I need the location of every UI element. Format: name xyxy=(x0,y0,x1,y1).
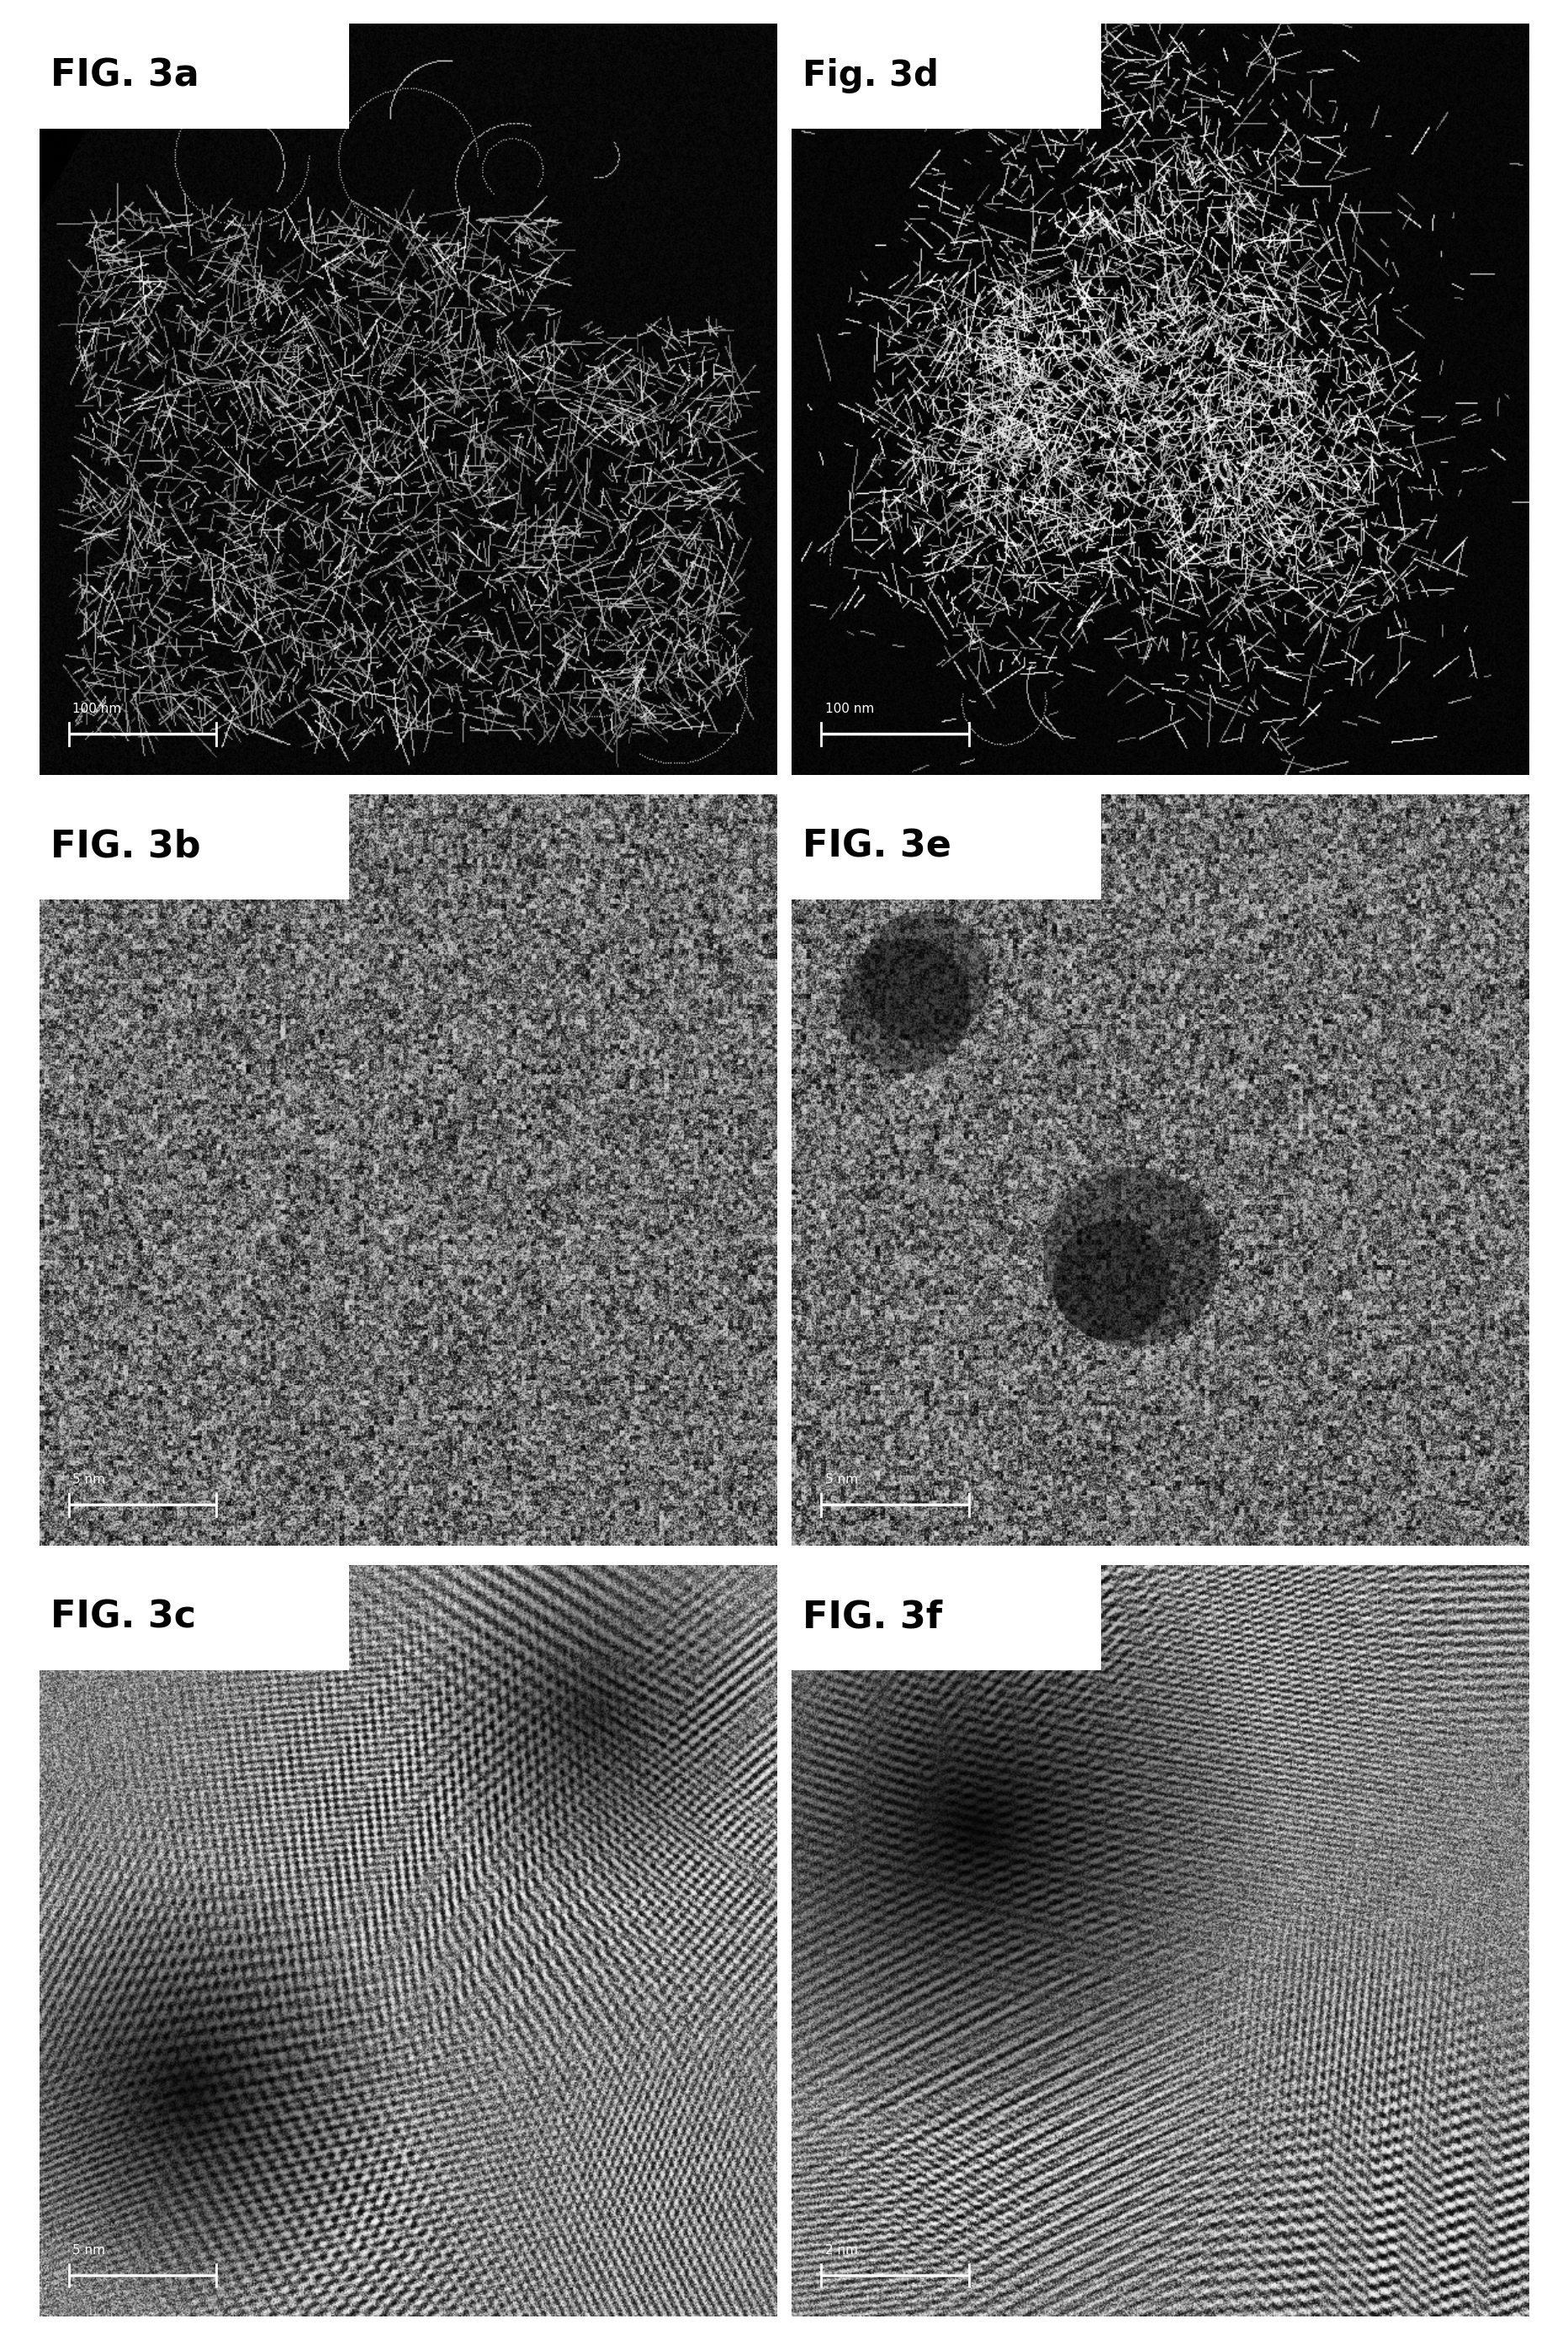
Text: 2 nm: 2 nm xyxy=(825,2244,858,2256)
Bar xyxy=(39,793,348,899)
Bar xyxy=(792,793,1101,899)
Text: 100 nm: 100 nm xyxy=(825,702,873,716)
Text: FIG. 3a: FIG. 3a xyxy=(50,59,199,94)
Text: FIG. 3c: FIG. 3c xyxy=(50,1598,196,1636)
Text: 5 nm: 5 nm xyxy=(72,2244,105,2256)
Text: 100 nm: 100 nm xyxy=(72,702,121,716)
Text: FIG. 3f: FIG. 3f xyxy=(803,1598,942,1636)
Bar xyxy=(792,1565,1101,1671)
Text: FIG. 3b: FIG. 3b xyxy=(50,828,201,866)
Bar xyxy=(39,23,348,129)
Bar xyxy=(39,1565,348,1671)
Text: 5 nm: 5 nm xyxy=(825,1474,858,1486)
Text: 5 nm: 5 nm xyxy=(72,1474,105,1486)
Bar xyxy=(792,23,1101,129)
Text: Fig. 3d: Fig. 3d xyxy=(803,59,939,94)
Text: FIG. 3e: FIG. 3e xyxy=(803,828,952,866)
